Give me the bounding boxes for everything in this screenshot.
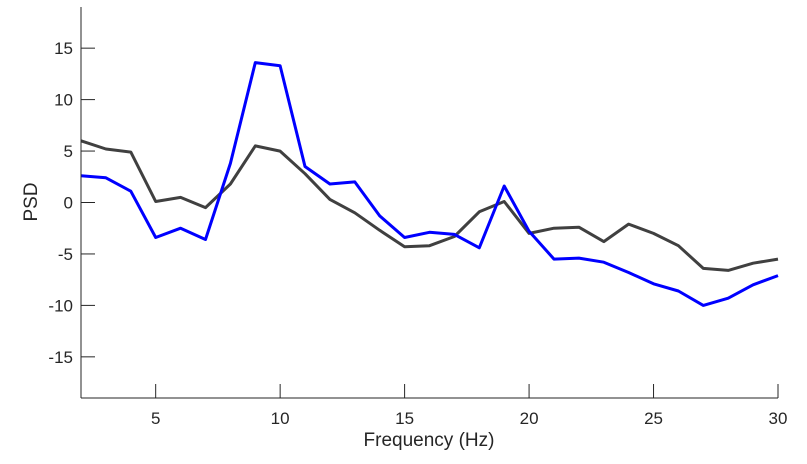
x-axis-label: Frequency (Hz) (364, 430, 495, 451)
y-tick-label: 5 (64, 142, 73, 161)
x-tick-label: 20 (520, 409, 539, 428)
x-tick-label: 10 (271, 409, 290, 428)
y-axis-label: PSD (21, 182, 42, 221)
y-tick-label: -10 (48, 296, 73, 315)
axes: 5 10 15 20 25 30 -15 -10 -5 0 5 10 15 (48, 7, 787, 428)
series-blue-line (80, 61, 779, 307)
series-dark-line (80, 139, 779, 272)
y-tick-label: -5 (58, 245, 73, 264)
y-tick-label: 0 (64, 194, 73, 213)
x-tick-label: 5 (151, 409, 160, 428)
x-tick-label: 25 (644, 409, 663, 428)
x-tick-label: 15 (395, 409, 414, 428)
y-tick-label: -15 (48, 348, 73, 367)
series-layer (80, 61, 779, 307)
x-tick-label: 30 (769, 409, 788, 428)
y-tick-label: 10 (54, 91, 73, 110)
y-tick-label: 15 (54, 39, 73, 58)
